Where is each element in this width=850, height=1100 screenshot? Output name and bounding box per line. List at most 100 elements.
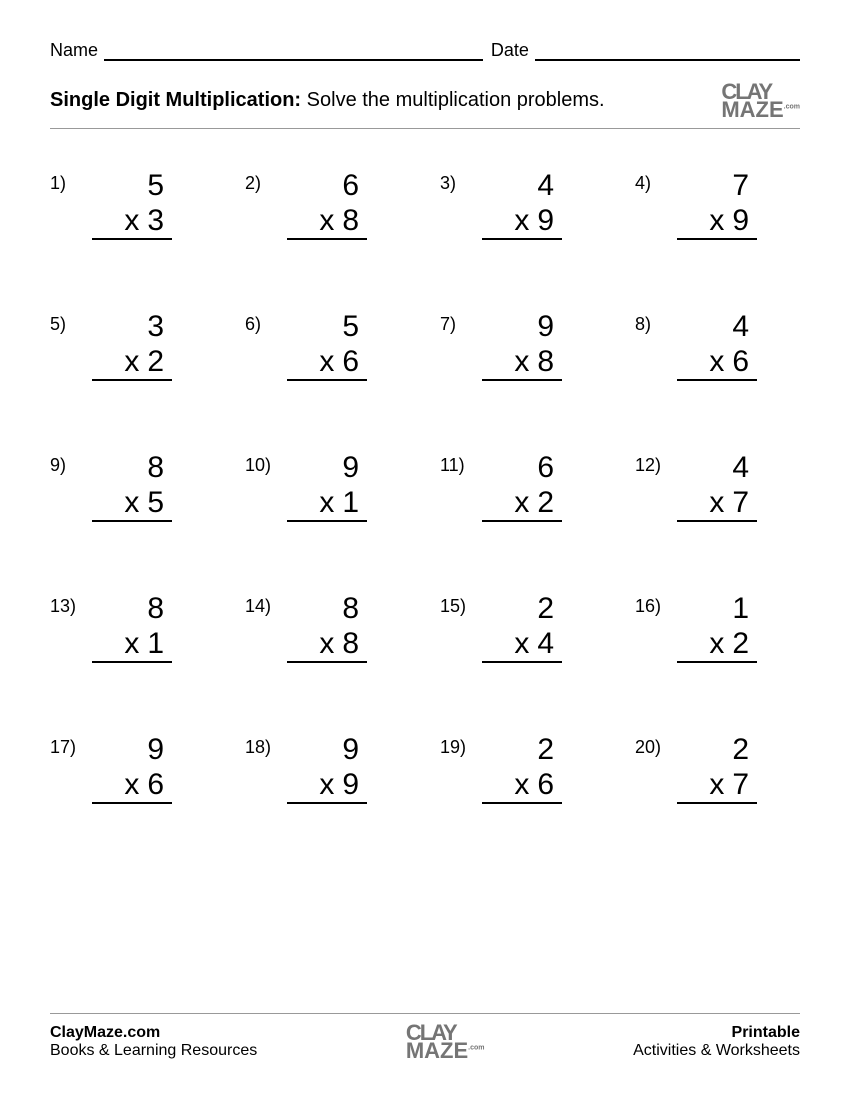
multiply-operator: x (514, 204, 529, 237)
multiplier: 9 (342, 768, 359, 801)
multiplier: 6 (147, 768, 164, 801)
footer-logo-suffix: .com (468, 1045, 484, 1052)
problem-6: 6)5x6 (245, 310, 410, 381)
multiplier: 2 (537, 486, 554, 519)
multiplier-row: x6 (92, 768, 172, 805)
multiply-operator: x (709, 627, 724, 660)
multiply-operator: x (709, 486, 724, 519)
name-blank-line[interactable] (104, 43, 483, 61)
multiplier: 7 (732, 768, 749, 801)
footer-left-sub: Books & Learning Resources (50, 1042, 257, 1059)
multiplication-stack: 4x7 (677, 451, 757, 522)
multiply-operator: x (514, 768, 529, 801)
multiply-operator: x (709, 204, 724, 237)
multiplier-row: x2 (482, 486, 562, 523)
name-date-row: Name Date (50, 40, 800, 61)
problems-grid: 1)5x32)6x83)4x94)7x95)3x26)5x67)9x88)4x6… (50, 159, 800, 844)
multiplier: 5 (147, 486, 164, 519)
problem-number: 17) (50, 733, 78, 758)
multiplier: 6 (732, 345, 749, 378)
multiplicand: 7 (677, 169, 757, 204)
multiplication-stack: 7x9 (677, 169, 757, 240)
problem-1: 1) 5x3 (50, 169, 215, 240)
footer-center: CLAY MAZE.com (406, 1024, 485, 1059)
multiplier-row: x4 (482, 627, 562, 664)
problem-number: 1) (50, 169, 78, 194)
multiplier: 9 (537, 204, 554, 237)
multiplication-stack: 9x8 (482, 310, 562, 381)
multiplicand: 5 (287, 310, 367, 345)
multiplier-row: x1 (287, 486, 367, 523)
problem-number: 14) (245, 592, 273, 617)
multiply-operator: x (709, 768, 724, 801)
multiply-operator: x (319, 627, 334, 660)
problem-number: 11) (440, 451, 468, 476)
problem-number: 19) (440, 733, 468, 758)
footer-left-bold: ClayMaze.com (50, 1024, 160, 1041)
problem-number: 12) (635, 451, 663, 476)
multiplication-stack: 5x6 (287, 310, 367, 381)
multiplicand: 9 (92, 733, 172, 768)
problem-10: 10)9x1 (245, 451, 410, 522)
multiply-operator: x (124, 768, 139, 801)
problem-number: 16) (635, 592, 663, 617)
multiplier-row: x8 (287, 627, 367, 664)
multiply-operator: x (319, 486, 334, 519)
multiplication-stack: 2x4 (482, 592, 562, 663)
problem-3: 3)4x9 (440, 169, 605, 240)
multiplication-stack: 9x6 (92, 733, 172, 804)
multiplication-stack: 6x8 (287, 169, 367, 240)
multiply-operator: x (514, 345, 529, 378)
problem-number: 2) (245, 169, 273, 194)
multiplier-row: x7 (677, 768, 757, 805)
multiplicand: 9 (287, 733, 367, 768)
problem-16: 16)1x2 (635, 592, 800, 663)
multiplicand: 9 (287, 451, 367, 486)
footer-left: ClayMaze.com Books & Learning Resources (50, 1024, 257, 1060)
multiplier: 8 (342, 204, 359, 237)
multiplier-row: x6 (287, 345, 367, 382)
problem-number: 18) (245, 733, 273, 758)
problem-number: 7) (440, 310, 468, 335)
multiply-operator: x (124, 345, 139, 378)
footer-divider (50, 1013, 800, 1014)
problem-4: 4)7x9 (635, 169, 800, 240)
multiplication-stack: 6x2 (482, 451, 562, 522)
problem-7: 7) 9x8 (440, 310, 605, 381)
multiplicand: 8 (92, 451, 172, 486)
problem-11: 11) 6x2 (440, 451, 605, 522)
multiplier: 8 (537, 345, 554, 378)
problem-20: 20)2x7 (635, 733, 800, 804)
page-footer: ClayMaze.com Books & Learning Resources … (50, 1013, 800, 1060)
title-row: Single Digit Multiplication: Solve the m… (50, 83, 800, 118)
title-instructions: Solve the multiplication problems. (307, 89, 605, 111)
multiplication-stack: 3x2 (92, 310, 172, 381)
multiplication-stack: 4x9 (482, 169, 562, 240)
problem-number: 5) (50, 310, 78, 335)
problem-number: 15) (440, 592, 468, 617)
date-field-group: Date (491, 40, 800, 61)
multiplier-row: x8 (287, 204, 367, 241)
multiplicand: 4 (677, 310, 757, 345)
multiplication-stack: 9x1 (287, 451, 367, 522)
problem-18: 18)9x9 (245, 733, 410, 804)
multiplication-stack: 8x8 (287, 592, 367, 663)
footer-logo-line2: MAZE (406, 1038, 468, 1063)
multiplier-row: x2 (677, 627, 757, 664)
multiplier-row: x5 (92, 486, 172, 523)
multiplier: 2 (147, 345, 164, 378)
multiplicand: 5 (92, 169, 172, 204)
problem-number: 20) (635, 733, 663, 758)
problem-5: 5) 3x2 (50, 310, 215, 381)
brand-logo: CLAY MAZE.com (721, 83, 800, 118)
problem-number: 8) (635, 310, 663, 335)
problem-number: 9) (50, 451, 78, 476)
multiply-operator: x (124, 204, 139, 237)
multiplier-row: x8 (482, 345, 562, 382)
multiplier: 3 (147, 204, 164, 237)
multiplier-row: x9 (482, 204, 562, 241)
multiplication-stack: 5x3 (92, 169, 172, 240)
multiplicand: 4 (677, 451, 757, 486)
problem-9: 9) 8x5 (50, 451, 215, 522)
date-blank-line[interactable] (535, 43, 800, 61)
